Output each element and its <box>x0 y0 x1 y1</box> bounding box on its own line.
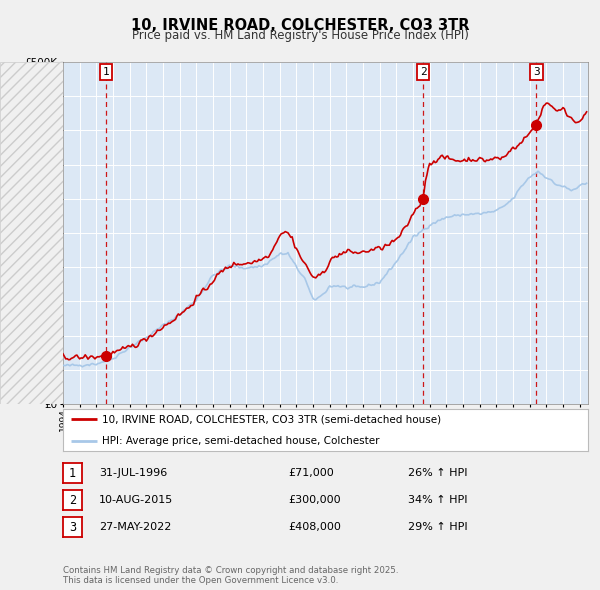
Text: 27-MAY-2022: 27-MAY-2022 <box>99 523 172 532</box>
Text: 31-JUL-1996: 31-JUL-1996 <box>99 468 167 478</box>
Text: £300,000: £300,000 <box>288 496 341 505</box>
Text: 34% ↑ HPI: 34% ↑ HPI <box>408 496 467 505</box>
Text: 2: 2 <box>69 494 76 507</box>
Text: 3: 3 <box>69 521 76 534</box>
Text: £71,000: £71,000 <box>288 468 334 478</box>
Text: 10, IRVINE ROAD, COLCHESTER, CO3 3TR: 10, IRVINE ROAD, COLCHESTER, CO3 3TR <box>131 18 469 32</box>
Text: 3: 3 <box>533 67 540 77</box>
Text: Contains HM Land Registry data © Crown copyright and database right 2025.
This d: Contains HM Land Registry data © Crown c… <box>63 566 398 585</box>
Text: 10, IRVINE ROAD, COLCHESTER, CO3 3TR (semi-detached house): 10, IRVINE ROAD, COLCHESTER, CO3 3TR (se… <box>103 415 442 424</box>
Text: Price paid vs. HM Land Registry's House Price Index (HPI): Price paid vs. HM Land Registry's House … <box>131 30 469 42</box>
Text: 26% ↑ HPI: 26% ↑ HPI <box>408 468 467 478</box>
Text: 1: 1 <box>103 67 109 77</box>
Text: 2: 2 <box>420 67 427 77</box>
Text: 1: 1 <box>69 467 76 480</box>
Text: £408,000: £408,000 <box>288 523 341 532</box>
Text: 29% ↑ HPI: 29% ↑ HPI <box>408 523 467 532</box>
Text: 10-AUG-2015: 10-AUG-2015 <box>99 496 173 505</box>
Text: HPI: Average price, semi-detached house, Colchester: HPI: Average price, semi-detached house,… <box>103 436 380 445</box>
